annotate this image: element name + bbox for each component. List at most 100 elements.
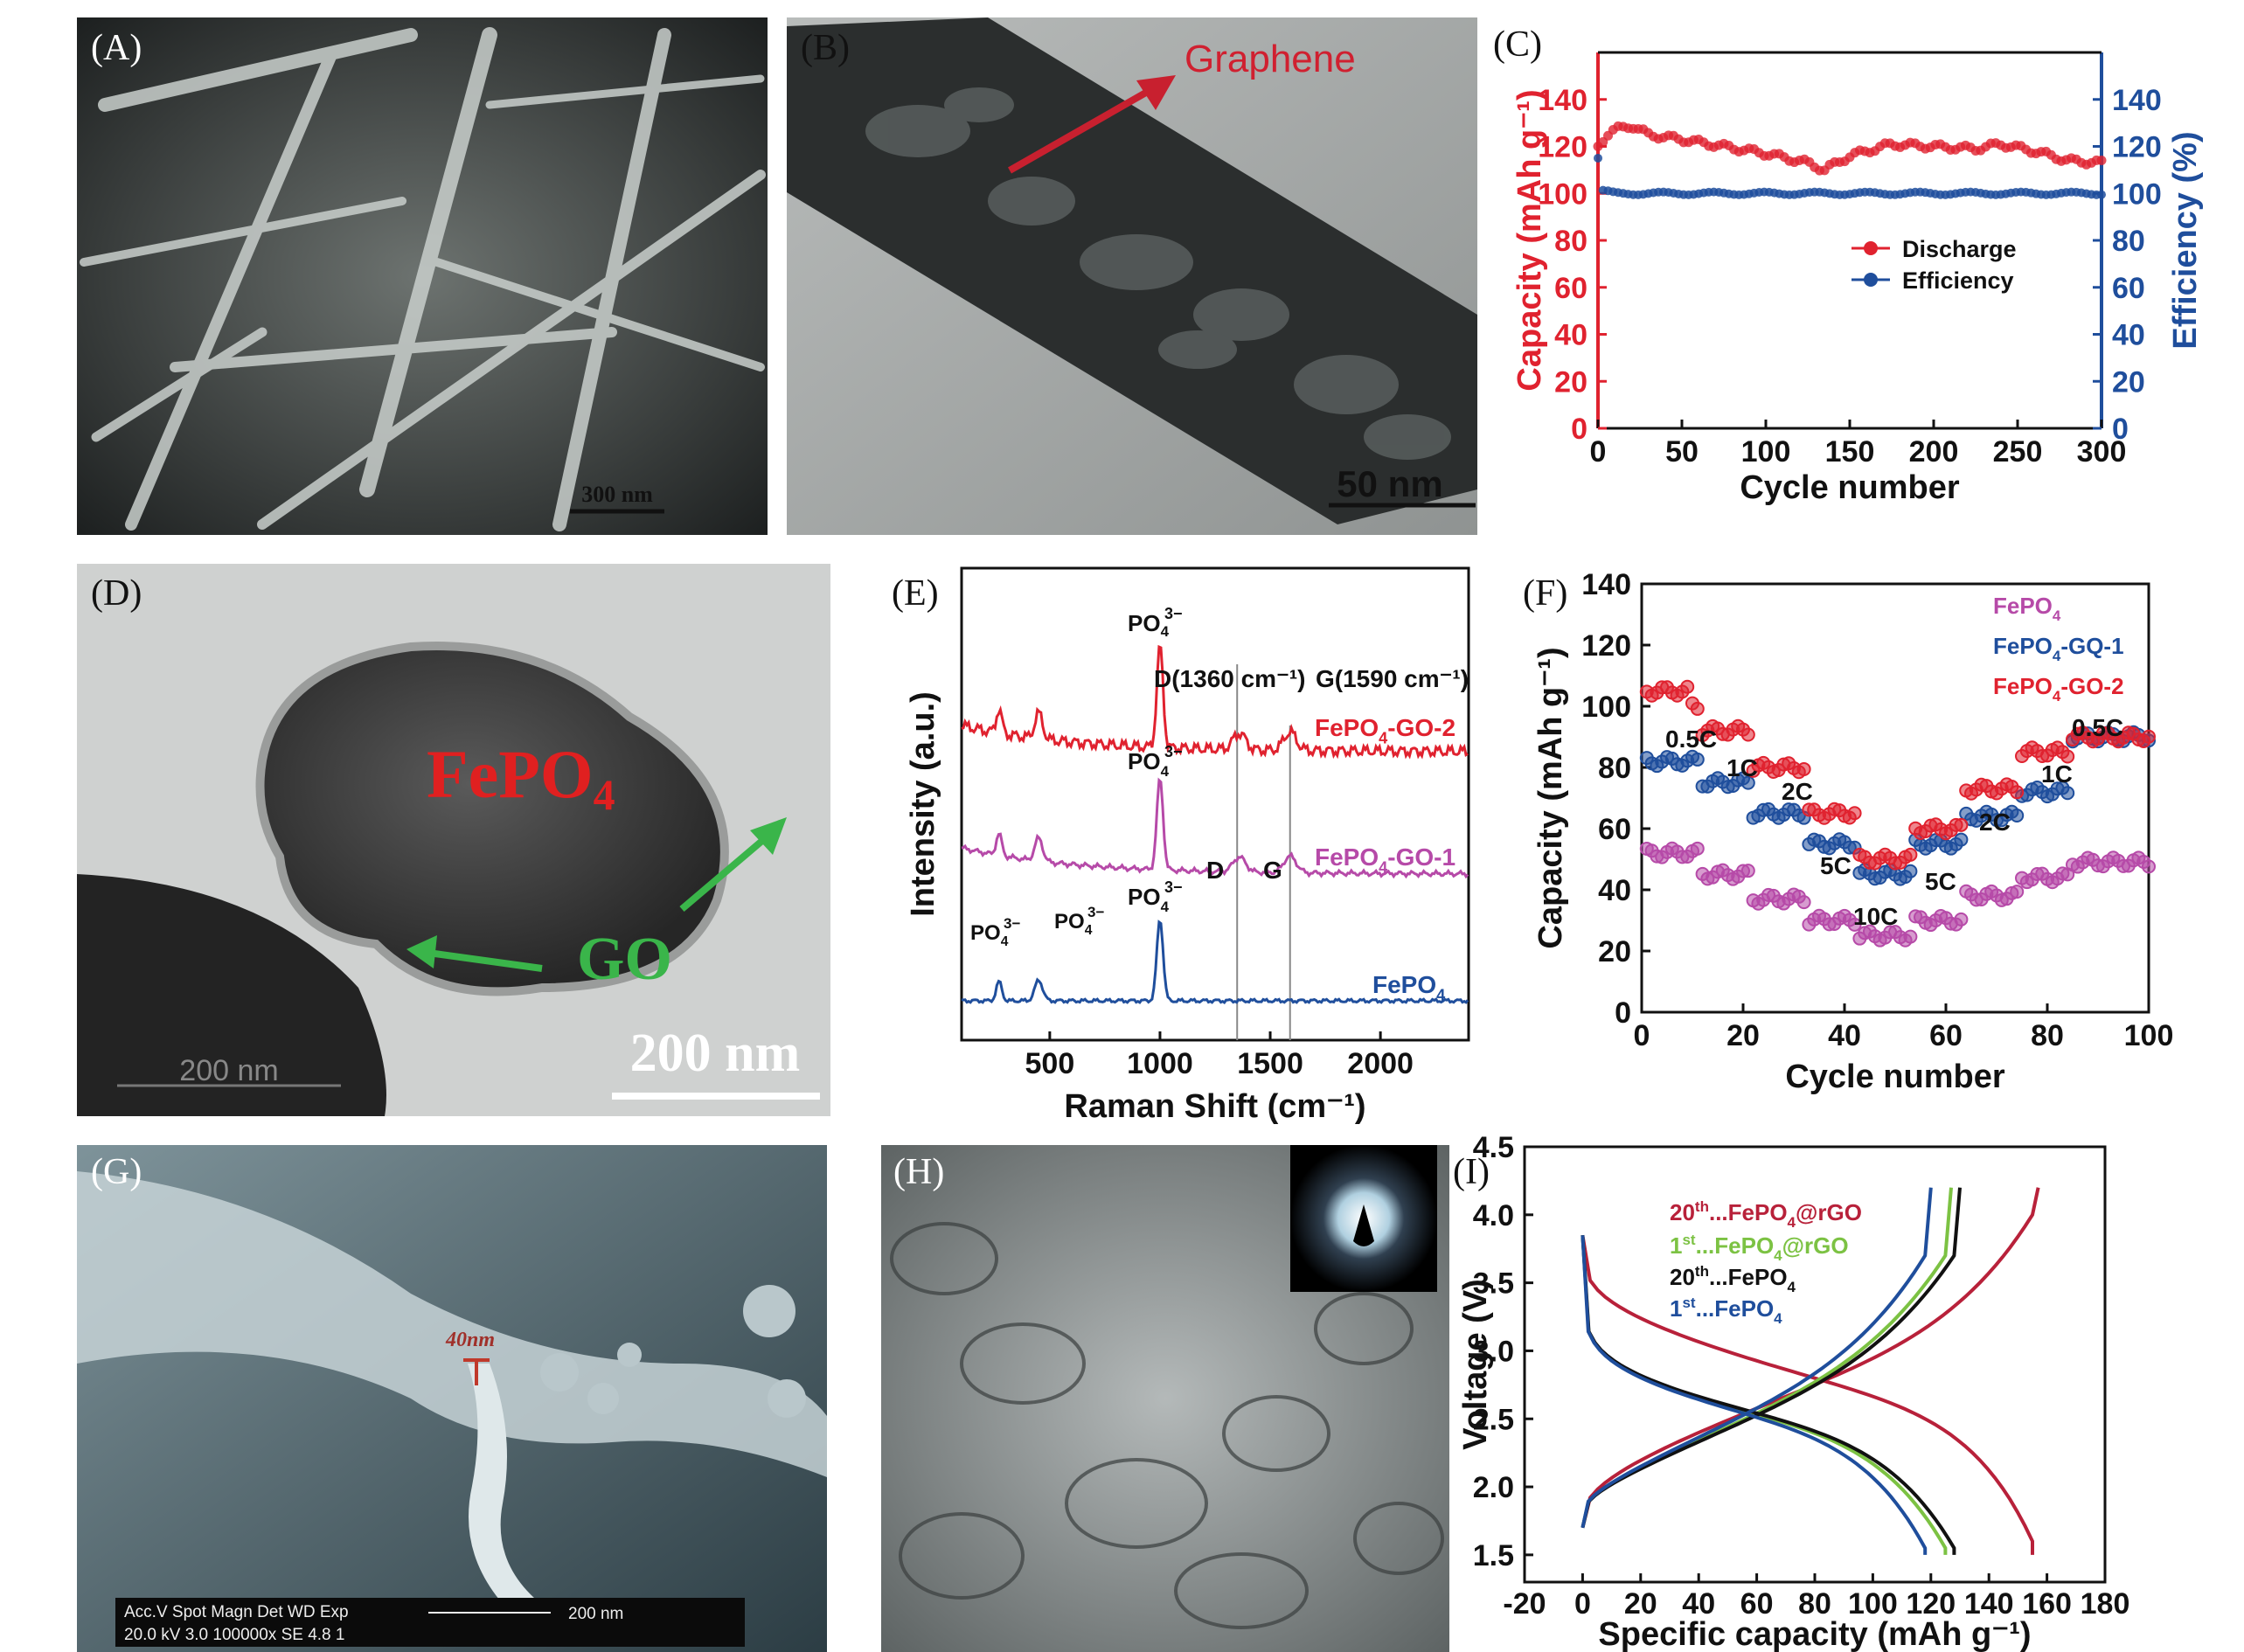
x-tick-label: 200 — [1909, 435, 1959, 469]
x-tick-label: 40 — [1828, 1019, 1861, 1052]
x-tick-label: 0 — [1634, 1019, 1650, 1052]
x-tick-label: 120 — [1906, 1587, 1956, 1621]
x-tick-label: 0 — [1574, 1587, 1591, 1621]
rate-point — [1740, 727, 1755, 742]
rate-point — [1847, 806, 1862, 821]
x-tick-label: 100 — [2124, 1019, 2174, 1052]
y-tick-label: 20 — [1598, 935, 1631, 968]
y2-tick-label: 120 — [2112, 131, 2162, 164]
scale-label-a: 300 nm — [581, 482, 653, 507]
x-tick-label: 0 — [1590, 435, 1607, 469]
y-tick-label: 4.0 — [1473, 1199, 1514, 1232]
y-axis-title: Intensity (a.u.) — [905, 691, 941, 917]
graphene-arrowhead — [1136, 75, 1176, 110]
y2-tick-label: 80 — [2112, 225, 2145, 258]
efficiency-point — [2097, 190, 2106, 199]
x-tick-label: 50 — [1665, 435, 1699, 469]
charge-curve — [1581, 1187, 1933, 1529]
g-label: G — [1263, 857, 1282, 884]
y-tick-label: 1.5 — [1473, 1539, 1514, 1572]
x-tick-label: 180 — [2081, 1587, 2130, 1621]
spectrum-line — [961, 777, 1469, 879]
y-tick-label: 4.5 — [1473, 1131, 1514, 1164]
graphene-flakes — [890, 1222, 1444, 1629]
y-tick-label: 0 — [1571, 413, 1587, 446]
x-tick-label: -20 — [1503, 1587, 1546, 1621]
y-axis-title: Capacity (mAh g⁻¹) — [1511, 89, 1548, 391]
rate-point — [2142, 859, 2156, 874]
rate-point — [1740, 775, 1755, 790]
panel-label-i: (I) — [1453, 1152, 1490, 1192]
rate-point — [1796, 895, 1811, 910]
go-arrow-left — [427, 949, 543, 972]
fepo4-particle — [255, 642, 729, 996]
rate-point — [1903, 847, 1918, 862]
chart-i: (I) -20 0 20 40 60 80 100 120 140 160 180 1.5 2.0 2.5… — [1453, 1131, 2129, 1652]
chart-f: (F) 0 20 40 60 80 100 0 20 40 60 80 100 120 140 Cycle … — [1523, 568, 2173, 1095]
y-tick-label: 80 — [1554, 225, 1587, 258]
graphene-sheet — [77, 1171, 827, 1477]
y-axis-title: Voltage (V) — [1457, 1279, 1494, 1450]
d-band-label: D(1360 cm⁻¹) — [1154, 665, 1306, 692]
rate-point — [2010, 885, 2025, 899]
x-tick-label: 140 — [1964, 1587, 2014, 1621]
series-label-go1: FePO4-GO-1 — [1315, 843, 1455, 876]
plot-frame — [1640, 582, 2150, 1014]
efficiency-point — [1594, 153, 1602, 163]
rate-point — [1690, 752, 1705, 767]
graphene-label: Graphene — [1185, 38, 1356, 80]
x-tick-label: 40 — [1682, 1587, 1715, 1621]
rate-point — [1954, 817, 1969, 832]
legend-label-discharge: Discharge — [1902, 236, 2017, 262]
x-tick-label: 1500 — [1237, 1047, 1303, 1080]
y2-tick-label: 20 — [2112, 365, 2145, 399]
po4-peak-charge: 3− — [1087, 904, 1104, 920]
x-tick-label: 100 — [1741, 435, 1791, 469]
fold-edge — [468, 1364, 559, 1626]
y-tick-label: 80 — [1598, 752, 1631, 785]
y2-tick-label: 60 — [2112, 272, 2145, 305]
rate-point — [1740, 864, 1755, 878]
nanowire-strokes — [80, 27, 766, 531]
thickness-mark: 40nm — [445, 1329, 495, 1351]
neighbor-particle — [77, 874, 386, 1116]
x-tick-label: 100 — [1848, 1587, 1898, 1621]
rate-label: 0.5C — [2072, 714, 2123, 741]
rate-point — [1796, 761, 1811, 776]
x-axis-title: Raman Shift (cm⁻¹) — [1064, 1088, 1365, 1125]
y-axis-title: Capacity (mAh g⁻¹) — [1532, 647, 1569, 948]
legend-label: 1st...FePO4 — [1670, 1295, 1782, 1327]
panel-d: FePO4 GO (D) 200 nm 200 nm — [77, 564, 830, 1116]
y-tick-label: 40 — [1554, 319, 1587, 352]
spectrum-line — [961, 920, 1469, 1004]
discharge-point — [2096, 155, 2107, 165]
x-axis-title: Cycle number — [1740, 469, 1960, 506]
scale-label-b: 50 nm — [1337, 463, 1442, 504]
legend-label-efficiency: Efficiency — [1902, 267, 2014, 294]
scale-label-d-small: 200 nm — [179, 1054, 278, 1087]
y-tick-label: 3.0 — [1473, 1335, 1514, 1368]
rate-point — [1954, 832, 1969, 847]
x-tick-label: 80 — [2031, 1019, 2064, 1052]
chart-c: (C) 0 50 100 150 200 250 300020406080100120140… — [1493, 24, 2204, 506]
rate-label: 1C — [1726, 754, 1758, 781]
x-tick-label: 2000 — [1347, 1047, 1414, 1080]
series-label-go2: FePO4-GO-2 — [1315, 714, 1455, 746]
rate-point — [2010, 785, 2025, 800]
rate-point — [2060, 749, 2075, 764]
panel-label-c: (C) — [1493, 24, 1542, 65]
y-tick-label: 140 — [1581, 568, 1631, 601]
rate-point — [1690, 841, 1705, 856]
series-label-fepo4: FePO4 — [1372, 971, 1446, 1003]
y-tick-label: 2.0 — [1473, 1471, 1514, 1504]
x-tick-label: 250 — [1993, 435, 2043, 469]
panel-g: 40nm Acc.V Spot Magn Det WD Exp 20.0 kV … — [77, 1145, 827, 1652]
legend-marker-efficiency — [1864, 273, 1878, 287]
rate-label: 2C — [1782, 778, 1813, 805]
chart-e: (E) 500 1000 1500 2000 Raman Shift (cm⁻¹) Int… — [892, 566, 1470, 1125]
po4-peak-charge: 3− — [1164, 743, 1183, 760]
y-tick-label: 60 — [1554, 272, 1587, 305]
panel-label-e: (E) — [892, 573, 939, 614]
d-label: D — [1206, 857, 1224, 884]
